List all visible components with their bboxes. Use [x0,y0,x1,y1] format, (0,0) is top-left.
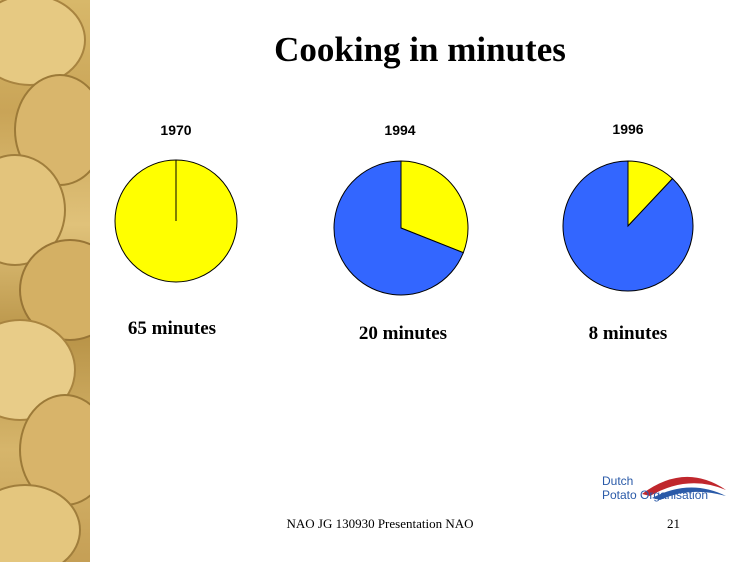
pie-chart-1996 [562,160,694,292]
pie-1970-caption: 65 minutes [127,318,217,339]
pie-1994-slice-blue [333,160,464,296]
pie-1994-caption: 20 minutes [358,323,448,344]
potato-background-image [0,0,90,562]
logo-blue-arc-icon [652,487,726,500]
pie-1994-slice-yellow [400,160,469,254]
logo-text-line2: Potato Organisation [602,488,709,502]
pie-chart-1994 [333,160,469,296]
logo-red-arc-icon [642,476,726,496]
pie-1996-caption: 8 minutes [588,323,668,344]
pie-chart-1970 [114,159,238,283]
pie-1970-title: 1970 [160,122,192,138]
footer-text: NAO JG 130930 Presentation NAO [286,516,474,531]
slide-title: Cooking in minutes [274,30,566,69]
pie-1996-title: 1996 [612,121,644,137]
dutch-potato-organisation-logo: Dutch Potato Organisation [590,460,730,505]
logo-text-line1: Dutch [602,474,634,488]
page-number: 21 [667,516,680,531]
pie-1994-title: 1994 [384,122,416,138]
